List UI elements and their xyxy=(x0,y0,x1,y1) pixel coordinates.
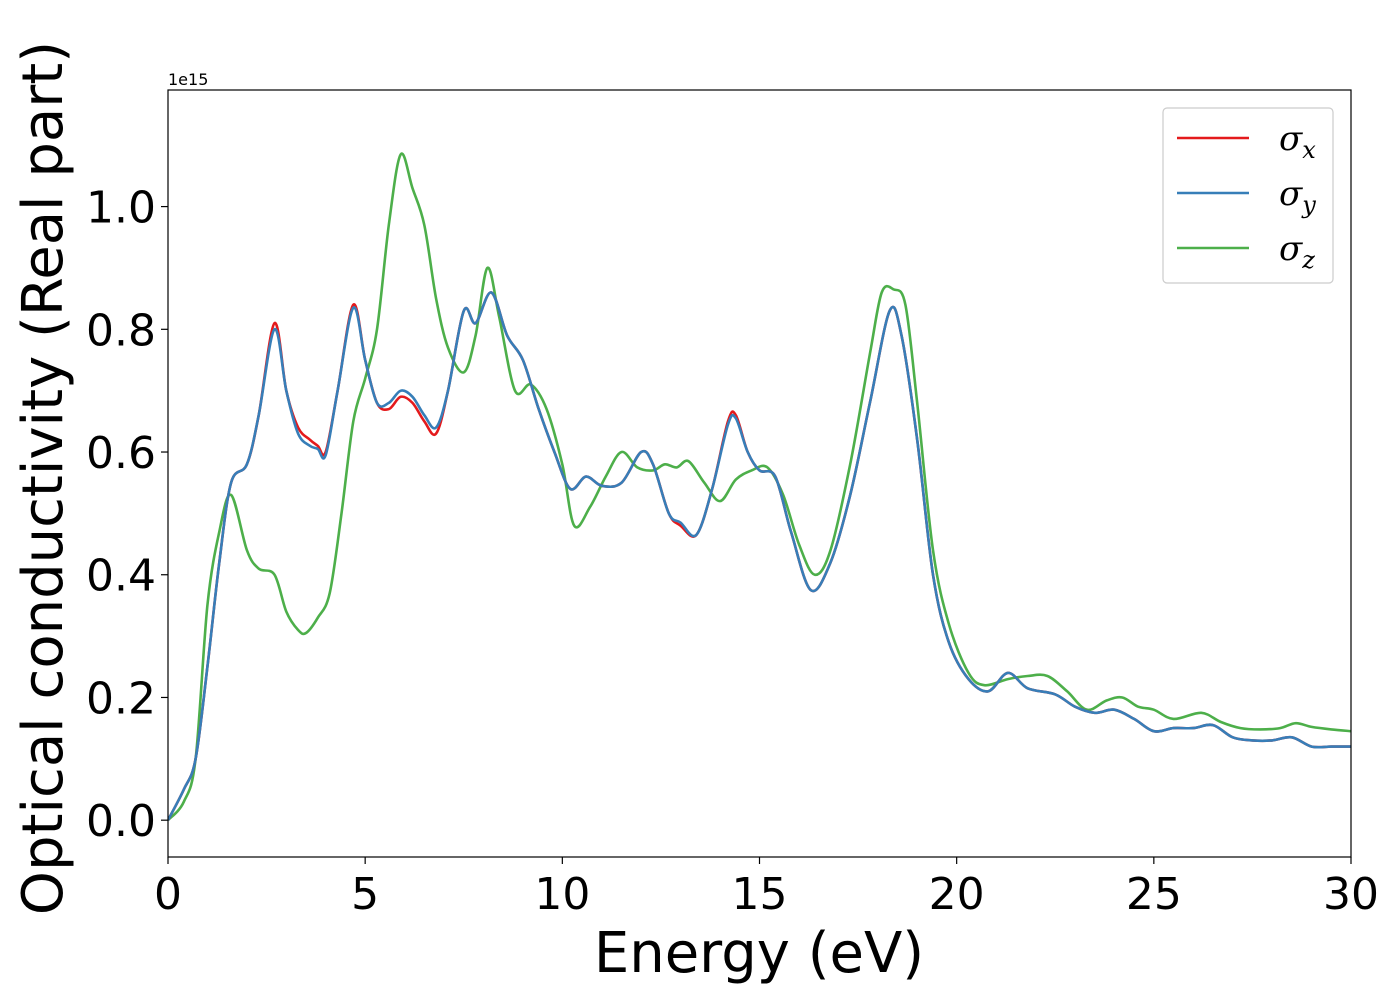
x-tick-label: 30 xyxy=(1323,869,1379,920)
y-tick-label: 1.0 xyxy=(86,183,156,234)
legend-box xyxy=(1162,107,1334,284)
legend-label-x: σx xyxy=(1279,119,1316,164)
x-tick-label: 0 xyxy=(154,869,182,920)
y-tick-label: 0.4 xyxy=(86,551,156,602)
series-line-z xyxy=(168,152,1351,822)
x-tick-label: 10 xyxy=(534,869,590,920)
x-tick-label: 20 xyxy=(929,869,985,920)
legend-label-z: σz xyxy=(1279,229,1315,274)
series-layer xyxy=(168,152,1351,822)
y-offset-label: 1e15 xyxy=(168,70,208,89)
legend: σx σy σz xyxy=(1162,107,1334,284)
y-tick-label: 0.6 xyxy=(86,428,156,479)
series-line-y xyxy=(168,291,1351,821)
y-tick-label: 0.8 xyxy=(86,305,156,356)
y-axis-label: Optical conductivity (Real part) xyxy=(11,41,76,915)
x-tick-label: 25 xyxy=(1126,869,1182,920)
x-tick-label: 15 xyxy=(732,869,788,920)
ticks-layer: 0 5 10 15 20 25 30 0.0 0.2 0.4 0.6 0.8 1.0 xyxy=(86,183,1379,920)
y-tick-label: 0.0 xyxy=(86,796,156,847)
x-axis-label: Energy (eV) xyxy=(594,921,924,986)
x-tick-label: 5 xyxy=(351,869,379,920)
legend-label-y: σy xyxy=(1279,174,1316,219)
y-tick-label: 0.2 xyxy=(86,673,156,724)
